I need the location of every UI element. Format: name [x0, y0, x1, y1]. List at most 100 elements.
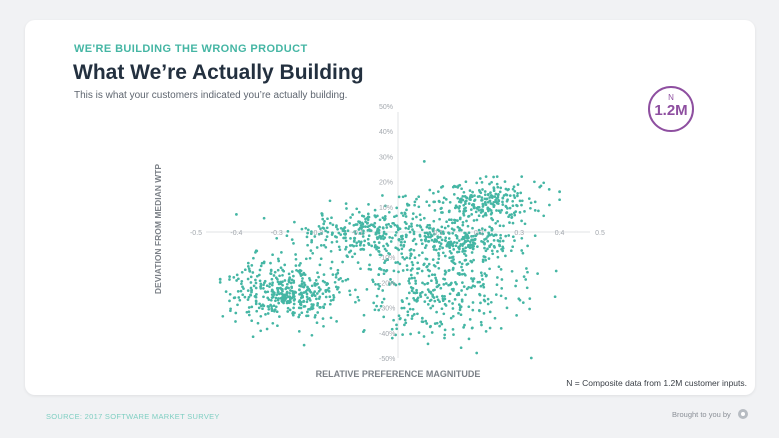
- scatter-point: [285, 282, 289, 286]
- scatter-point: [276, 257, 280, 261]
- scatter-point: [463, 195, 467, 198]
- scatter-point: [343, 226, 347, 229]
- scatter-point: [404, 233, 408, 237]
- scatter-point: [338, 248, 342, 252]
- scatter-point: [316, 302, 320, 305]
- scatter-point: [269, 272, 273, 276]
- scatter-point: [405, 268, 409, 272]
- scatter-point: [322, 273, 326, 276]
- scatter-point: [452, 248, 456, 251]
- scatter-point: [432, 245, 435, 249]
- scatter-point: [344, 278, 348, 282]
- scatter-point: [511, 187, 515, 191]
- scatter-point: [277, 287, 280, 290]
- scatter-point: [322, 243, 326, 247]
- scatter-point: [269, 298, 273, 302]
- scatter-point: [542, 214, 546, 218]
- scatter-point: [402, 306, 406, 310]
- scatter-point: [302, 300, 306, 303]
- scatter-point: [318, 263, 322, 267]
- scatter-point: [301, 277, 304, 280]
- scatter-point: [299, 269, 303, 273]
- scatter-point: [305, 235, 309, 239]
- scatter-point: [485, 197, 489, 201]
- scatter-point: [497, 198, 500, 202]
- scatter-point: [400, 306, 404, 310]
- scatter-point: [479, 284, 483, 288]
- scatter-point: [504, 205, 508, 209]
- scatter-point: [523, 222, 527, 226]
- scatter-point: [496, 194, 500, 197]
- scatter-point: [366, 225, 370, 229]
- scatter-point: [426, 281, 430, 285]
- scatter-point: [434, 248, 438, 252]
- scatter-point: [410, 276, 414, 280]
- scatter-point: [411, 228, 414, 231]
- scatter-point: [323, 302, 327, 306]
- scatter-point: [270, 277, 274, 281]
- scatter-point: [404, 194, 407, 198]
- scatter-point: [344, 245, 348, 249]
- scatter-point: [536, 272, 539, 275]
- scatter-point: [447, 299, 451, 303]
- scatter-point: [353, 236, 356, 240]
- scatter-point: [428, 226, 432, 230]
- scatter-point: [368, 228, 371, 231]
- scatter-point: [387, 283, 391, 286]
- scatter-point: [486, 200, 490, 204]
- scatter-point: [441, 297, 445, 301]
- scatter-point: [443, 226, 447, 230]
- scatter-point: [322, 305, 325, 309]
- scatter-point: [481, 258, 485, 262]
- scatter-point: [228, 275, 231, 278]
- scatter-point: [309, 249, 313, 252]
- scatter-point: [229, 309, 232, 313]
- scatter-point: [418, 233, 422, 237]
- scatter-point: [478, 293, 482, 297]
- scatter-point: [446, 244, 450, 248]
- scatter-point: [378, 225, 381, 229]
- scatter-point: [373, 240, 376, 244]
- scatter-point: [461, 223, 465, 227]
- scatter-point: [509, 249, 513, 253]
- scatter-point: [228, 292, 232, 296]
- scatter-point: [449, 243, 452, 247]
- scatter-point: [424, 319, 428, 323]
- scatter-point: [489, 243, 493, 246]
- scatter-point: [292, 274, 295, 278]
- scatter-point: [476, 245, 479, 248]
- scatter-point: [377, 246, 381, 250]
- scatter-point: [390, 336, 394, 340]
- scatter-point: [321, 292, 325, 296]
- scatter-point: [480, 240, 483, 243]
- scatter-point: [456, 225, 460, 229]
- scatter-point: [515, 279, 518, 283]
- scatter-point: [488, 182, 491, 186]
- scatter-point: [443, 302, 447, 306]
- scatter-point: [384, 204, 387, 208]
- scatter-point: [457, 311, 460, 315]
- scatter-point: [451, 255, 455, 259]
- scatter-point: [293, 311, 296, 315]
- scatter-point: [477, 188, 481, 192]
- scatter-point: [374, 232, 378, 236]
- scatter-point: [348, 289, 351, 293]
- scatter-point: [428, 188, 432, 192]
- scatter-point: [423, 300, 427, 303]
- scatter-point: [410, 252, 413, 256]
- scatter-point: [262, 260, 266, 264]
- scatter-point: [468, 189, 472, 192]
- scatter-point: [406, 310, 410, 314]
- scatter-point: [467, 305, 471, 309]
- scatter-point: [414, 242, 418, 246]
- scatter-point: [272, 293, 276, 296]
- scatter-point: [522, 275, 526, 278]
- scatter-point: [275, 310, 279, 314]
- scatter-point: [479, 271, 483, 275]
- scatter-point: [390, 281, 394, 284]
- scatter-point: [254, 300, 258, 304]
- scatter-point: [395, 214, 398, 218]
- scatter-point: [537, 209, 540, 213]
- scatter-point: [388, 252, 392, 256]
